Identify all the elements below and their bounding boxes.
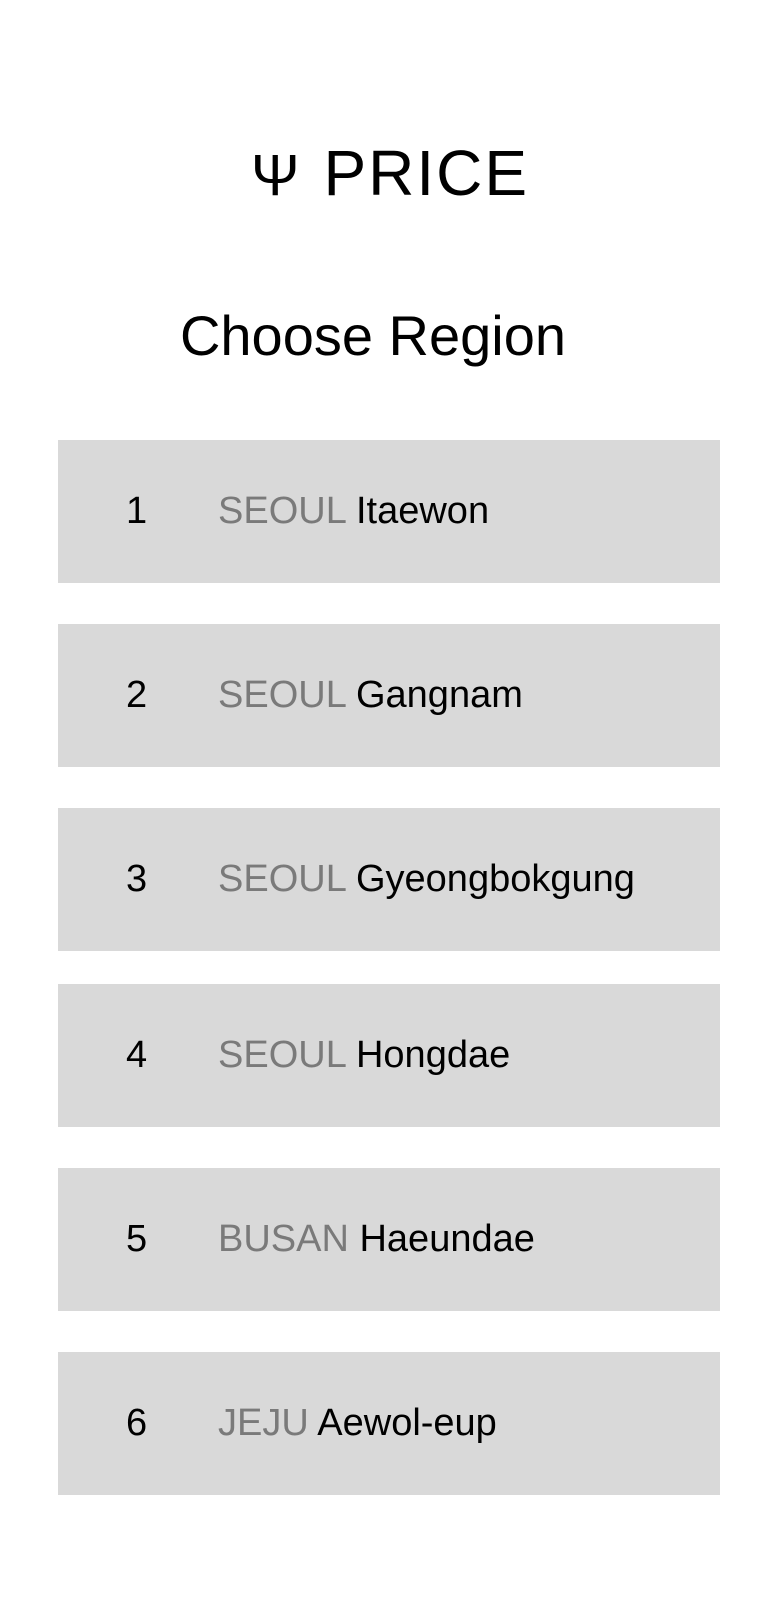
region-number: 2: [126, 674, 148, 716]
region-label: SEOUL Gyeongbokgung: [218, 808, 635, 951]
region-number: 3: [126, 858, 148, 900]
region-city: SEOUL: [218, 674, 346, 716]
region-city: BUSAN: [218, 1218, 349, 1260]
region-label: SEOUL Itaewon: [218, 440, 489, 583]
region-label: SEOUL Hongdae: [218, 984, 510, 1127]
page-title: Choose Region: [179, 304, 567, 367]
region-area: Gyeongbokgung: [355, 858, 635, 900]
region-area: Aewol-eup: [317, 1402, 497, 1444]
region-item-1[interactable]: 1 SEOUL Itaewon: [58, 440, 720, 583]
region-city: SEOUL: [218, 858, 346, 900]
region-number: 5: [126, 1218, 148, 1260]
region-area: Itaewon: [355, 490, 490, 532]
app-logo: Ψ PRICE: [0, 138, 780, 211]
region-number: 4: [126, 1034, 148, 1076]
region-city: SEOUL: [218, 1034, 346, 1076]
region-area: Gangnam: [355, 674, 523, 716]
region-city: JEJU: [218, 1402, 309, 1444]
region-number: 1: [126, 490, 148, 532]
region-item-6[interactable]: 6 JEJU Aewol-eup: [58, 1352, 720, 1495]
region-city: SEOUL: [218, 490, 346, 532]
region-item-2[interactable]: 2 SEOUL Gangnam: [58, 624, 720, 767]
region-item-3[interactable]: 3 SEOUL Gyeongbokgung: [58, 808, 720, 951]
region-number: 6: [126, 1402, 148, 1444]
region-item-4[interactable]: 4 SEOUL Hongdae: [58, 984, 720, 1127]
region-area: Hongdae: [355, 1034, 511, 1076]
region-label: BUSAN Haeundae: [218, 1168, 535, 1311]
region-area: Haeundae: [359, 1218, 535, 1260]
trident-icon: Ψ: [250, 143, 302, 208]
region-item-5[interactable]: 5 BUSAN Haeundae: [58, 1168, 720, 1311]
region-label: SEOUL Gangnam: [218, 624, 523, 767]
logo-text: PRICE: [323, 137, 530, 209]
region-label: JEJU Aewol-eup: [218, 1352, 497, 1495]
